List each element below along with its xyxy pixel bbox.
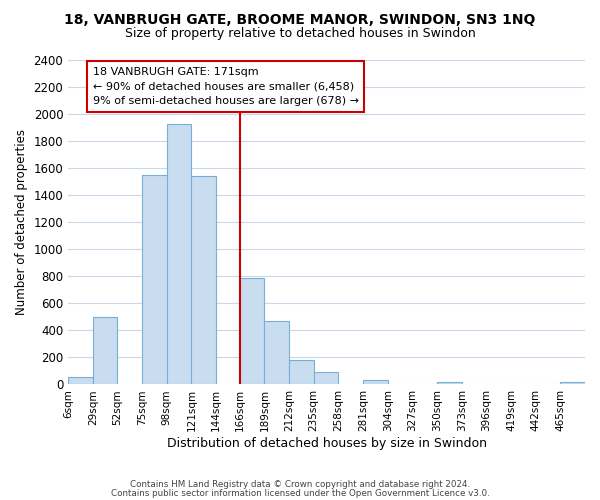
Text: 18, VANBRUGH GATE, BROOME MANOR, SWINDON, SN3 1NQ: 18, VANBRUGH GATE, BROOME MANOR, SWINDON… [64,12,536,26]
Text: Contains public sector information licensed under the Open Government Licence v3: Contains public sector information licen… [110,488,490,498]
Text: 18 VANBRUGH GATE: 171sqm
← 90% of detached houses are smaller (6,458)
9% of semi: 18 VANBRUGH GATE: 171sqm ← 90% of detach… [93,67,359,106]
Bar [167,124,191,384]
Bar [265,321,289,384]
Bar [437,382,461,384]
Bar [314,372,338,384]
Bar [240,278,265,384]
Text: Contains HM Land Registry data © Crown copyright and database right 2024.: Contains HM Land Registry data © Crown c… [130,480,470,489]
Text: Size of property relative to detached houses in Swindon: Size of property relative to detached ho… [125,28,475,40]
Bar [68,377,93,384]
Bar [363,380,388,384]
Bar [93,317,118,384]
Bar [191,176,216,384]
Bar [289,360,314,384]
Bar [142,175,167,384]
X-axis label: Distribution of detached houses by size in Swindon: Distribution of detached houses by size … [167,437,487,450]
Bar [560,382,585,384]
Y-axis label: Number of detached properties: Number of detached properties [15,129,28,315]
